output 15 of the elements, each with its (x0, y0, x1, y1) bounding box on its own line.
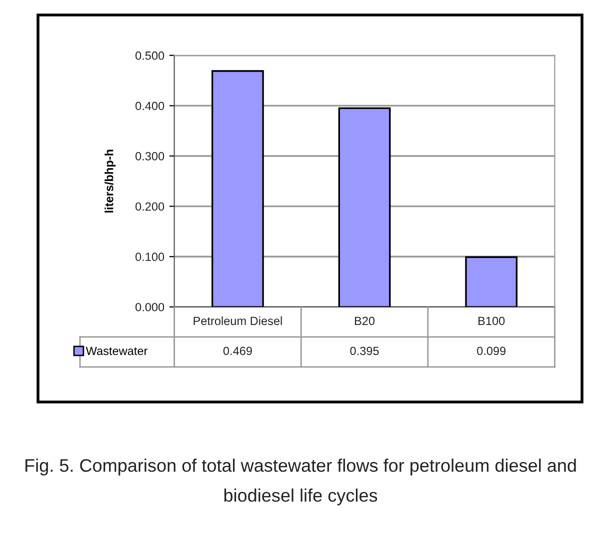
y-tick-label: 0.000 (135, 302, 164, 312)
caption: Fig. 5. Comparison of total wastewater flows for petroleum diesel and biodiesel life cycles (26, 458, 576, 506)
x-tick-label: B20 (354, 316, 375, 326)
y-tick-label: 0.400 (135, 102, 164, 110)
data-label: 0.469 (223, 346, 252, 356)
data-label: 0.099 (477, 346, 506, 356)
y-tick-label: 0.200 (135, 202, 164, 211)
y-tick-label: 0.100 (135, 252, 164, 262)
y-tick-label: 0.300 (135, 152, 164, 160)
y-tick-label: 0.500 (135, 51, 164, 60)
legend-label: Wastewater (86, 346, 148, 356)
x-tick-label: B100 (478, 316, 505, 326)
data-label: 0.395 (350, 346, 379, 356)
y-axis-title: liters/bhp-h (104, 150, 116, 212)
x-tick-label: Petroleum Diesel (194, 316, 282, 326)
